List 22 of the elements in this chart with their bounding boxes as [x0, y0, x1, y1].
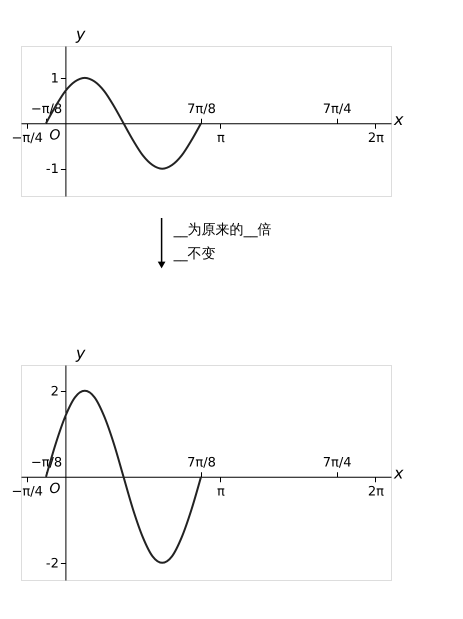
x-axis-title: x	[393, 463, 404, 482]
y-tick-label: -1	[46, 162, 59, 178]
y-tick-label: 2	[50, 384, 59, 400]
x-tick-label: −π/4	[11, 484, 43, 500]
x2-tick-label: 7π/8	[187, 102, 216, 117]
y-axis-title: y	[74, 344, 86, 362]
y-tick-label: 1	[50, 71, 59, 86]
x-axis-title: x	[393, 110, 404, 129]
x-tick-label: −π/4	[11, 130, 43, 146]
x2-tick-label: 7π/4	[322, 102, 352, 117]
annotation: O	[49, 480, 60, 497]
x2-tick-label: 7π/4	[322, 455, 352, 470]
y-axis-title: y	[74, 24, 86, 44]
x2-tick-label: 7π/8	[187, 455, 216, 470]
text: __为原来的__倍	[172, 222, 272, 238]
x-tick-label: 2π	[368, 484, 384, 500]
text: __不变	[172, 246, 216, 262]
annotation: O	[49, 127, 60, 144]
x-tick-label: 2π	[368, 130, 384, 146]
x-tick-label: π	[216, 130, 225, 146]
y-tick-label: -2	[46, 556, 59, 572]
x-tick-label: π	[216, 484, 225, 500]
